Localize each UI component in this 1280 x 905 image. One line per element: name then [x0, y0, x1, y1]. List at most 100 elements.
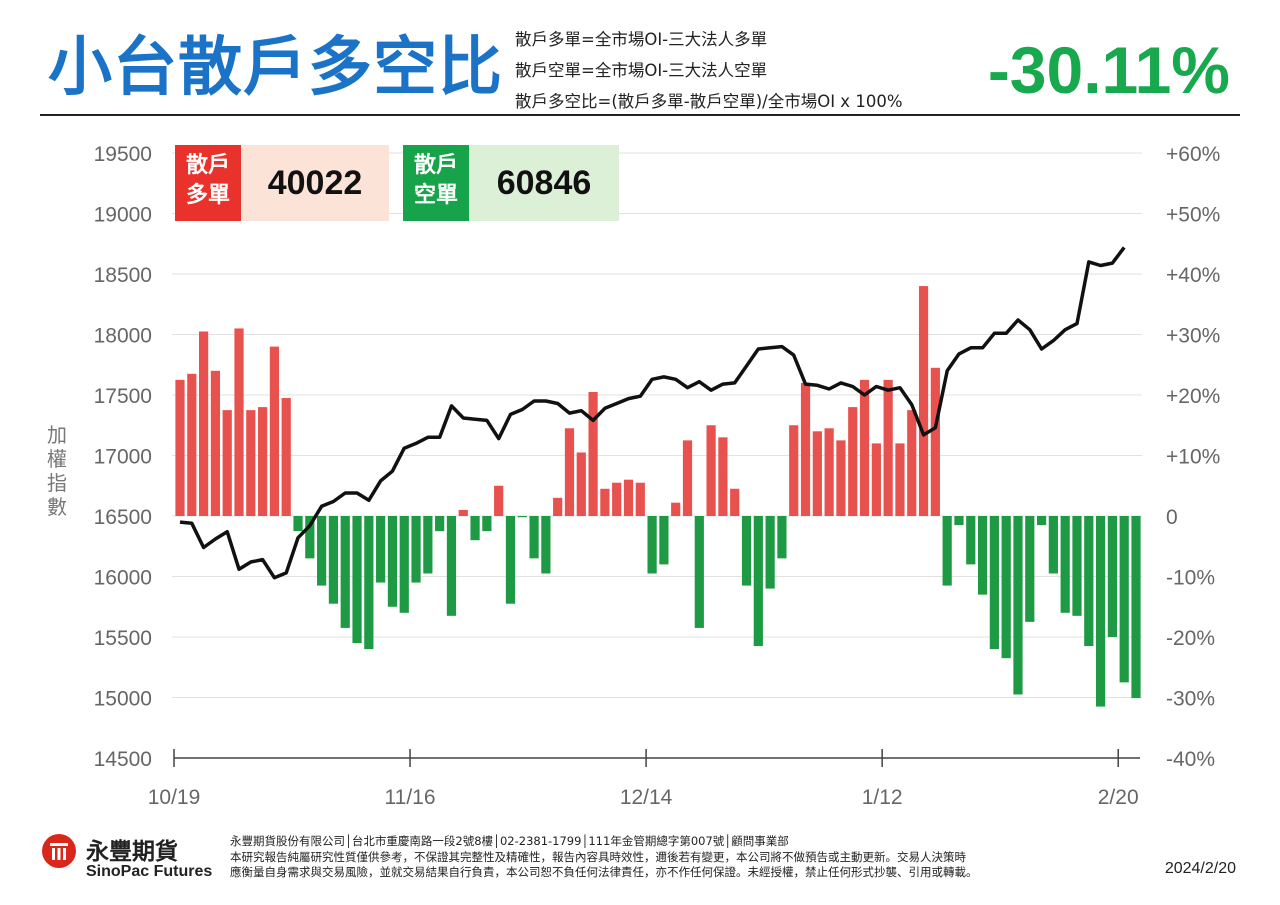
ratio-bar — [1013, 516, 1023, 695]
ratio-bar — [505, 516, 516, 604]
left-tick-label: 18000 — [94, 325, 152, 348]
ratio-bar — [942, 516, 952, 586]
ratio-bar — [246, 410, 256, 516]
long-label-line1: 散戶 — [185, 153, 230, 178]
ratio-bar — [694, 516, 704, 628]
short-value: 60846 — [469, 145, 619, 221]
ratio-bar — [1001, 516, 1011, 659]
ratio-bar — [1072, 516, 1082, 616]
right-tick-label: -10% — [1166, 567, 1215, 590]
disclaimer-line: 應衡量自身需求與交易風險，並就交易結果自行負責，本公司恕不負任何法律責任，亦不作… — [230, 865, 978, 879]
right-tick-label: -30% — [1166, 688, 1215, 711]
disclaimer: 永豐期貨股份有限公司│台北市重慶南路一段2號8樓│02-2381-1799│11… — [230, 834, 978, 881]
x-tick-label: 11/16 — [385, 786, 436, 809]
ratio-bar — [541, 516, 551, 574]
left-tick-label: 17500 — [94, 385, 152, 408]
right-tick-label: -40% — [1166, 748, 1215, 771]
ratio-bar — [871, 443, 881, 516]
ratio-bar — [175, 379, 185, 516]
ratio-bar — [1095, 516, 1106, 707]
x-tick-label: 2/20 — [1098, 786, 1139, 809]
ratio-bar — [328, 516, 339, 604]
ratio-bar — [977, 516, 988, 595]
left-tick-label: 16000 — [94, 567, 152, 590]
ratio-bar — [718, 437, 728, 516]
right-tick-label: +60% — [1166, 143, 1220, 166]
ratio-bar — [647, 516, 657, 574]
formula-short: 散戶空單=全市場OI-三大法人空單 — [515, 61, 768, 80]
short-label-box: 散戶 空單 — [403, 145, 469, 221]
ratio-bar — [671, 502, 681, 516]
ratio-bar — [954, 516, 964, 526]
ratio-bar — [529, 516, 539, 559]
ratio-bar — [706, 425, 716, 516]
sinopac-logo: 永豐期貨 SinoPac Futures — [40, 832, 220, 882]
ratio-bar — [659, 516, 669, 565]
left-tick-label: 15500 — [94, 627, 152, 650]
x-tick-label: 12/14 — [620, 786, 673, 809]
left-tick-label: 19500 — [94, 143, 152, 166]
ratio-bar — [777, 516, 787, 559]
index-line — [179, 246, 1126, 580]
left-tick-label: 16500 — [94, 506, 152, 529]
formula-long: 散戶多單=全市場OI-三大法人多單 — [515, 30, 768, 49]
y-axis-title-char: 指 — [47, 471, 67, 495]
ratio-bar — [907, 410, 917, 516]
ratio-bar — [730, 488, 740, 516]
ratio-bar — [399, 516, 409, 613]
ratio-bar — [576, 452, 586, 516]
ratio-bar — [918, 286, 929, 516]
disclaimer-line: 永豐期貨股份有限公司│台北市重慶南路一段2號8樓│02-2381-1799│11… — [230, 834, 789, 848]
right-tick-label: 0 — [1166, 506, 1178, 529]
ratio-bar — [930, 367, 940, 516]
ratio-bar — [269, 346, 280, 516]
report-date: 2024/2/20 — [1164, 860, 1236, 877]
short-label-line1: 散戶 — [413, 153, 458, 178]
ratio-bar — [210, 370, 221, 516]
ratio-bar — [682, 440, 693, 516]
ratio-bar — [824, 428, 834, 516]
ratio-bar — [199, 331, 209, 516]
ratio-bar — [600, 488, 610, 516]
ratio-bar — [883, 379, 893, 516]
x-tick-label: 10/19 — [148, 786, 201, 809]
ratio-bar — [494, 485, 504, 516]
ratio-bar — [317, 516, 327, 586]
disclaimer-line: 本研究報告純屬研究性質僅供參考，不保證其完整性及精確性，報告內容具時效性，邇後若… — [230, 849, 966, 864]
ratio-bar — [1084, 516, 1094, 647]
formula-ratio: 散戶多空比=(散戶多單-散戶空單)/全市場OI x 100% — [515, 92, 903, 111]
ratio-bar — [989, 516, 999, 650]
ratio-bar — [623, 479, 634, 516]
ratio-chart: 19500 +60% 19000 +50% 18500 +40% 18000 +30% 1750… — [94, 143, 1221, 809]
ratio-bar — [1036, 516, 1047, 526]
ratio-bar — [258, 407, 268, 516]
ratio-bar — [588, 391, 598, 516]
ratio-bar — [848, 407, 858, 516]
long-value: 40022 — [241, 145, 389, 221]
sinopac-logo-icon — [42, 834, 76, 868]
right-tick-label: +40% — [1166, 264, 1220, 287]
ratio-bar — [812, 431, 822, 516]
ratio-bar — [187, 373, 197, 516]
ratio-bar — [234, 328, 244, 516]
ratio-bar — [470, 516, 480, 541]
ratio-bar — [1025, 516, 1035, 622]
formula-notes: 散戶多單=全市場OI-三大法人多單 散戶空單=全市場OI-三大法人空單 散戶多空… — [515, 24, 903, 117]
ratio-bar — [376, 516, 386, 583]
left-tick-label: 17000 — [94, 446, 152, 469]
long-label-box: 散戶 多單 — [175, 145, 241, 221]
logo-name-zh: 永豐期貨 — [86, 839, 178, 865]
y-axis-title-char: 權 — [47, 447, 67, 471]
left-tick-label: 14500 — [94, 748, 152, 771]
ratio-bar — [612, 482, 622, 516]
ratio-bar — [482, 516, 492, 532]
ratio-bar — [435, 516, 445, 532]
ratio-bar — [789, 425, 799, 516]
right-tick-label: +30% — [1166, 325, 1220, 348]
ratio-bar — [305, 516, 315, 559]
ratio-bar — [446, 516, 457, 616]
ratio-bar — [895, 443, 905, 516]
y-axis-title-char: 加 — [47, 423, 67, 447]
left-tick-label: 19000 — [94, 204, 152, 227]
ratio-bar — [364, 516, 374, 650]
